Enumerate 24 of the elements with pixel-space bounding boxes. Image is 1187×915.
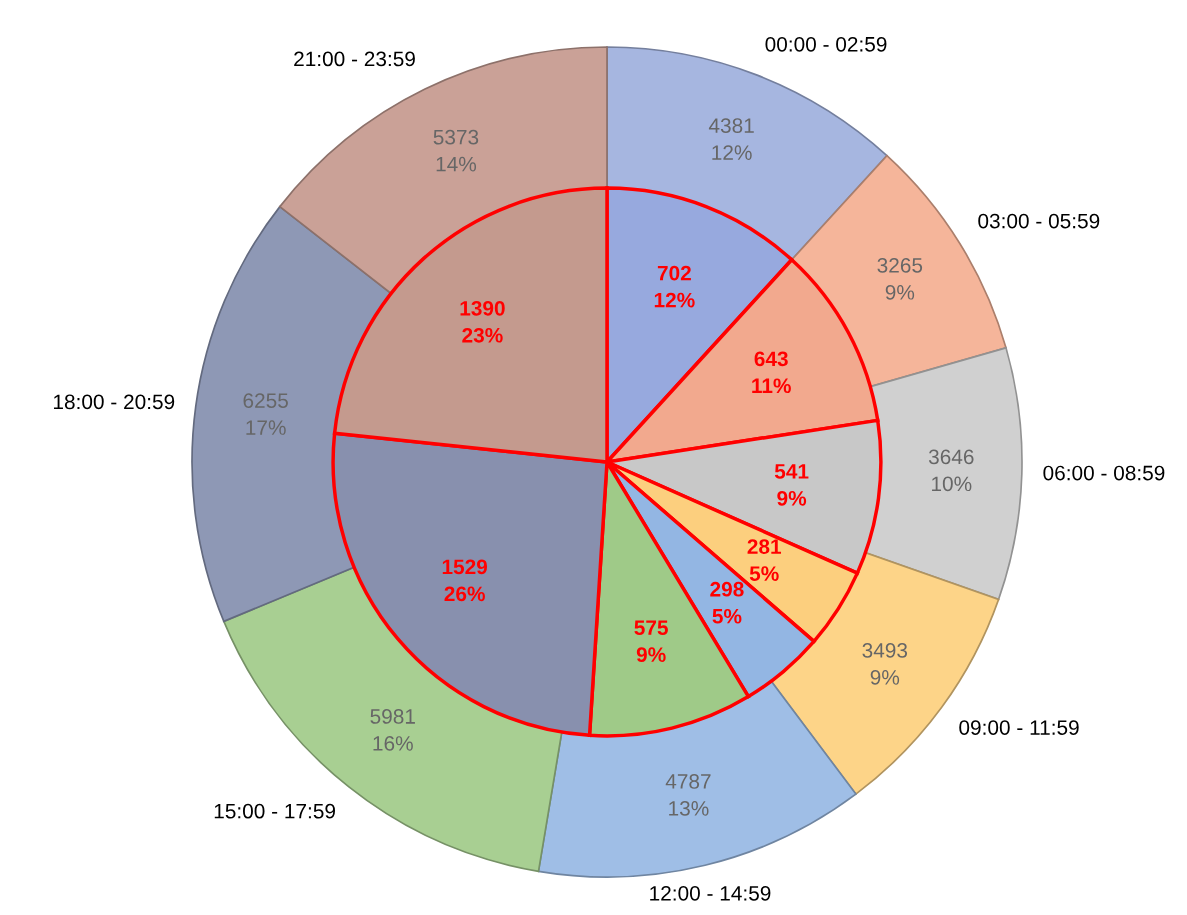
slice-label: 06:00 - 08:59	[1043, 465, 1165, 481]
data-label: 3646 10%	[928, 449, 974, 492]
slice-label: 12:00 - 14:59	[650, 885, 771, 901]
slice-label: 03:00 - 05:59	[978, 213, 1100, 229]
slice-label: 21:00 - 23:59	[294, 51, 415, 67]
data-label: 298 5%	[710, 581, 744, 624]
data-label: 5373 14%	[433, 129, 479, 172]
slice-label: 09:00 - 11:59	[959, 720, 1079, 735]
data-label: 3265 9%	[877, 257, 923, 300]
slice-label: 18:00 - 20:59	[53, 394, 175, 410]
data-label: 4381 12%	[708, 118, 754, 160]
data-label: 541 9%	[774, 464, 809, 506]
slice-label: 15:00 - 17:59	[214, 803, 336, 819]
data-label: 4787 13%	[665, 774, 711, 816]
data-label: 1529 26%	[442, 559, 488, 602]
data-label: 281 5%	[747, 539, 782, 581]
slice-label: 00:00 - 02:59	[765, 36, 887, 52]
data-label: 702 12%	[654, 265, 695, 308]
data-label: 643 11%	[752, 351, 791, 394]
data-label: 6255 17%	[243, 393, 288, 435]
data-label: 3493 9%	[862, 643, 908, 685]
data-label: 5981 16%	[370, 709, 415, 751]
data-label: 575 9%	[634, 620, 668, 663]
data-label: 1390 23%	[460, 300, 505, 343]
